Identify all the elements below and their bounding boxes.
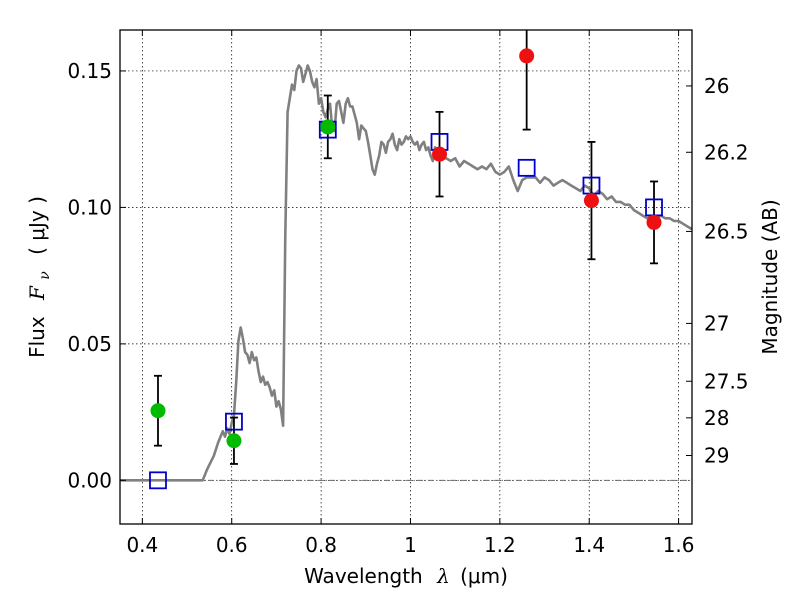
y2-tick-label: 27.5 — [704, 369, 749, 393]
x-axis-title-symbol: λ — [436, 564, 450, 588]
x-tick-label: 0.4 — [126, 533, 158, 557]
marker-layer — [149, 48, 663, 490]
x-axis-title-prefix: Wavelength — [304, 564, 423, 588]
green-data-point — [150, 403, 166, 419]
model-layer — [120, 64, 692, 482]
x-axis-title-unit: (μm) — [460, 564, 508, 588]
x-tick-label: 0.8 — [305, 533, 337, 557]
y-axis-title-prefix: Flux — [25, 316, 49, 358]
plot-frame — [119, 29, 693, 525]
y-tick-label: 0.15 — [67, 59, 112, 83]
axis-ticks — [120, 30, 692, 524]
green-data-point — [226, 433, 242, 449]
plot-background — [120, 30, 692, 524]
y2-tick-label: 26.2 — [704, 140, 749, 164]
y2-tick-label: 28 — [704, 406, 729, 430]
x-tick-label: 0.6 — [216, 533, 248, 557]
model-flux-square — [149, 471, 167, 490]
red-data-point — [646, 214, 662, 230]
model-spectrum-line — [120, 64, 692, 482]
red-data-point — [432, 146, 448, 162]
y-axis-title: Flux F ν ( μJy ) — [25, 196, 54, 358]
red-data-point — [583, 193, 599, 209]
y2-tick-label: 29 — [704, 443, 729, 467]
x-axis-title: Wavelength λ (μm) — [304, 564, 508, 588]
y-tick-label: 0.10 — [67, 195, 112, 219]
tick-labels: 0.4 0.6 0.8 1 1.2 1.4 1.6 0.00 0.05 0.10 0.15 26 26.… — [67, 59, 748, 557]
y-axis-title-subscript: ν — [37, 271, 53, 280]
y2-axis-title: Magnitude (AB) — [758, 199, 782, 354]
y2-tick-label: 27 — [704, 311, 729, 335]
x-tick-label: 1.2 — [484, 533, 516, 557]
y-tick-label: 0.00 — [67, 468, 112, 492]
y-axis-title-unit: ( μJy ) — [25, 196, 49, 255]
x-tick-label: 1.4 — [573, 533, 605, 557]
model-flux-square — [517, 158, 536, 177]
x-tick-label: 1 — [404, 533, 417, 557]
y-tick-label: 0.05 — [67, 332, 112, 356]
y2-tick-label: 26 — [704, 74, 729, 98]
x-tick-label: 1.6 — [663, 533, 695, 557]
y-axis-title-symbol: F — [25, 285, 49, 301]
red-data-point — [519, 48, 535, 64]
y2-tick-label: 26.5 — [704, 219, 749, 243]
green-data-point — [320, 119, 336, 135]
model-flux-square — [225, 412, 243, 431]
